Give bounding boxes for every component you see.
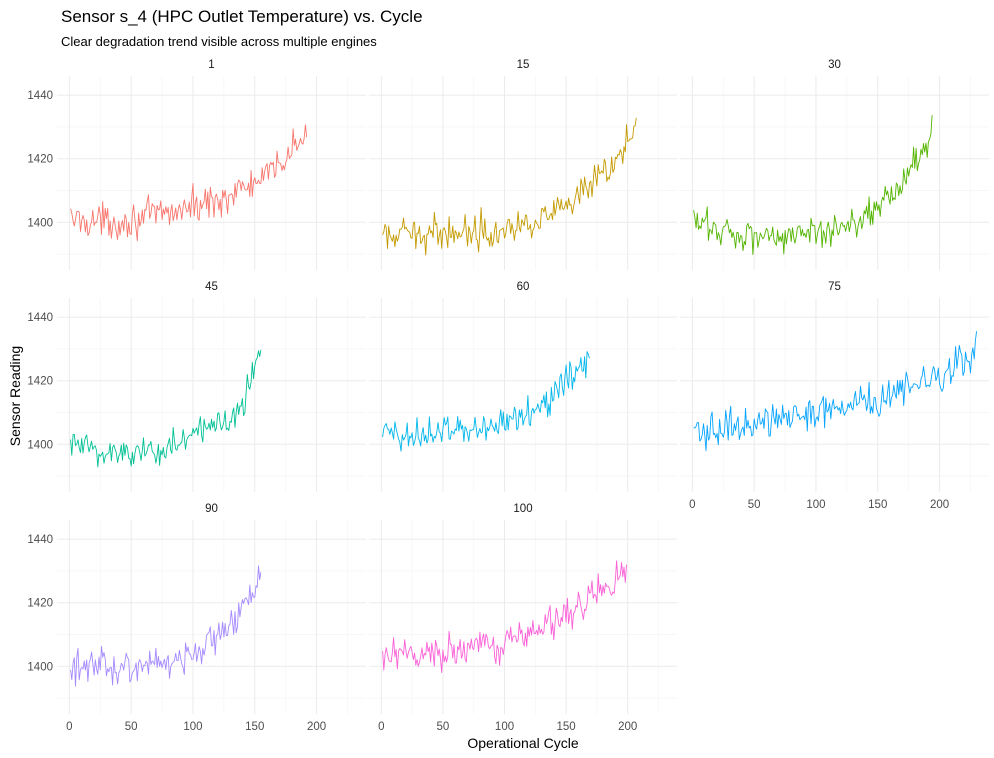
facet-panel-45: 45 1400 1420 1440 [27, 281, 366, 492]
y-tick-label: 1400 [27, 439, 53, 451]
x-tick-label: 200 [618, 721, 637, 733]
facet-panel-1: 1 1400 1420 1440 [27, 59, 366, 270]
facet-panel-90: 90 1400 1420 1440 0 50 100 150 200 [27, 503, 366, 733]
facet-label-60: 60 [517, 281, 530, 293]
series-line-1 [70, 124, 308, 242]
series-line-30 [693, 115, 933, 256]
y-tick-label: 1400 [27, 217, 53, 229]
series-line-100 [382, 560, 627, 673]
facet-panel-60: 60 [369, 281, 677, 492]
x-tick-label: 100 [495, 721, 514, 733]
y-tick-label: 1420 [27, 154, 53, 166]
facet-panel-30: 30 [680, 59, 989, 270]
facet-panel-100: 100 0 50 100 150 200 [369, 503, 677, 733]
y-tick-label: 1420 [27, 376, 53, 388]
facet-label-1: 1 [208, 59, 214, 71]
x-tick-label: 50 [748, 499, 761, 511]
y-tick-label: 1400 [27, 661, 53, 673]
series-line-45 [70, 349, 262, 468]
facet-panel-15: 15 [369, 59, 677, 270]
y-tick-label: 1420 [27, 598, 53, 610]
series-line-60 [382, 351, 590, 452]
series-line-90 [70, 565, 262, 687]
facet-label-100: 100 [513, 503, 532, 515]
y-axis-title: Sensor Reading [7, 346, 23, 446]
x-tick-label: 50 [125, 721, 138, 733]
chart-subtitle: Clear degradation trend visible across m… [61, 34, 377, 49]
x-tick-label: 150 [245, 721, 264, 733]
x-tick-label: 200 [307, 721, 326, 733]
x-tick-label: 0 [66, 721, 72, 733]
x-tick-label: 100 [806, 499, 825, 511]
x-tick-label: 50 [437, 721, 450, 733]
x-tick-label: 150 [557, 721, 576, 733]
y-tick-label: 1440 [27, 534, 53, 546]
x-tick-label: 0 [689, 499, 695, 511]
series-line-15 [382, 117, 637, 256]
facet-label-30: 30 [828, 59, 841, 71]
series-line-75 [693, 331, 978, 452]
facet-label-75: 75 [828, 281, 841, 293]
facet-label-45: 45 [205, 281, 218, 293]
x-tick-label: 100 [183, 721, 202, 733]
facet-label-15: 15 [517, 59, 530, 71]
facet-panel-75: 75 0 50 100 150 200 [680, 281, 989, 511]
x-axis-title: Operational Cycle [467, 735, 578, 751]
facet-label-90: 90 [205, 503, 218, 515]
y-tick-label: 1440 [27, 90, 53, 102]
x-tick-label: 150 [868, 499, 887, 511]
y-tick-label: 1440 [27, 312, 53, 324]
x-tick-label: 0 [378, 721, 384, 733]
x-tick-label: 200 [930, 499, 949, 511]
chart-title: Sensor s_4 (HPC Outlet Temperature) vs. … [61, 7, 423, 26]
